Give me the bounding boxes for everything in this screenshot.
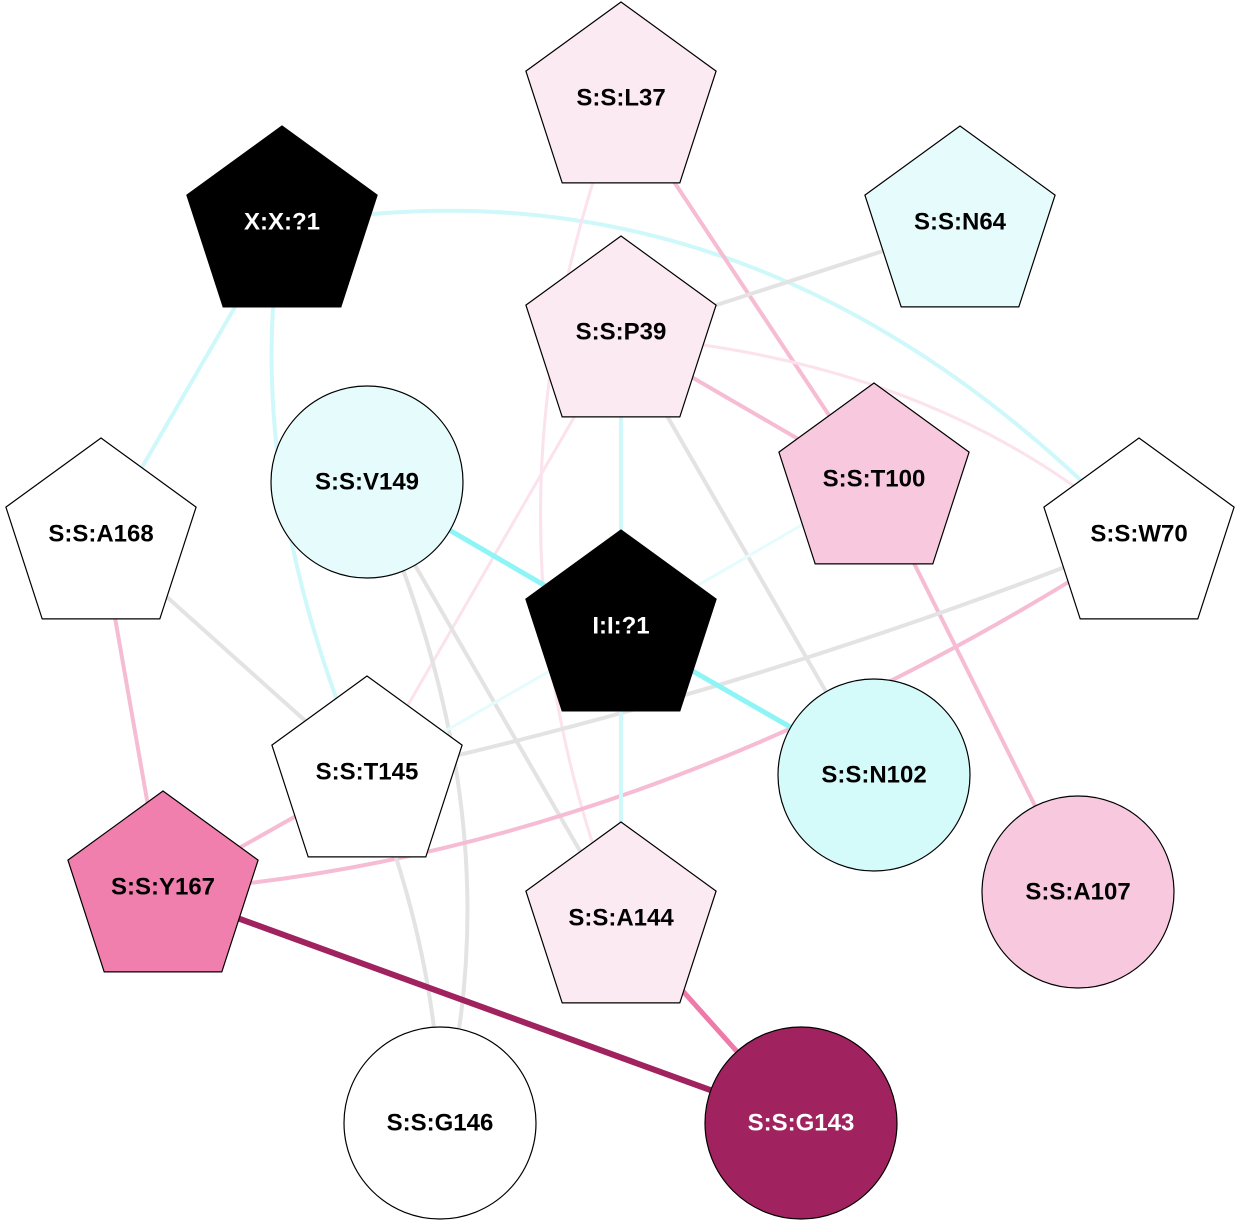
node-label: S:S:G143 bbox=[748, 1110, 855, 1137]
node-s-s-g143[interactable]: S:S:G143 bbox=[704, 1026, 898, 1220]
node-shape-circle bbox=[270, 385, 464, 579]
node-shape-circle bbox=[704, 1026, 898, 1220]
node-s-s-n102[interactable]: S:S:N102 bbox=[777, 678, 971, 872]
node-label: S:S:A107 bbox=[1025, 879, 1130, 906]
node-layer: S:S:L37 X:X:?1 S:S:N64 S:S:P39 S:S:V149 S:S:T… bbox=[5, 1, 1235, 1220]
node-s-s-v149[interactable]: S:S:V149 bbox=[270, 385, 464, 579]
edge-s-s-w70-to-s-s-y167 bbox=[161, 536, 1141, 893]
node-label: S:S:W70 bbox=[1090, 521, 1187, 548]
node-label: S:S:T100 bbox=[823, 466, 926, 493]
node-shape-circle bbox=[343, 1026, 537, 1220]
node-s-s-l37[interactable]: S:S:L37 bbox=[525, 1, 717, 184]
node-label: S:S:T145 bbox=[316, 759, 419, 786]
node-label: S:S:G146 bbox=[387, 1110, 494, 1137]
node-s-s-y167[interactable]: S:S:Y167 bbox=[67, 790, 259, 973]
node-shape-pentagon bbox=[271, 675, 463, 858]
node-shape-pentagon bbox=[864, 125, 1056, 308]
node-shape-pentagon bbox=[525, 235, 717, 418]
node-s-s-t145[interactable]: S:S:T145 bbox=[271, 675, 463, 858]
node-label: S:S:A144 bbox=[568, 905, 674, 932]
node-shape-pentagon bbox=[5, 437, 197, 620]
node-s-s-t100[interactable]: S:S:T100 bbox=[778, 382, 970, 565]
edge-s-s-l37-to-s-s-a144 bbox=[539, 100, 623, 924]
node-label: S:S:Y167 bbox=[111, 874, 215, 901]
node-label: S:S:V149 bbox=[315, 469, 419, 496]
node-shape-pentagon bbox=[525, 529, 717, 712]
node-label: S:S:A168 bbox=[48, 521, 153, 548]
node-x-x-1[interactable]: X:X:?1 bbox=[186, 125, 378, 308]
node-s-s-a107[interactable]: S:S:A107 bbox=[981, 795, 1175, 989]
edge-s-s-w70-to-s-s-t145 bbox=[365, 536, 1141, 778]
node-shape-pentagon bbox=[525, 1, 717, 184]
node-s-s-a144[interactable]: S:S:A144 bbox=[525, 821, 717, 1004]
node-shape-pentagon bbox=[186, 125, 378, 308]
node-s-s-n64[interactable]: S:S:N64 bbox=[864, 125, 1056, 308]
node-label: S:S:N102 bbox=[821, 762, 926, 789]
node-label: X:X:?1 bbox=[244, 209, 320, 236]
node-shape-circle bbox=[981, 795, 1175, 989]
node-s-s-a168[interactable]: S:S:A168 bbox=[5, 437, 197, 620]
node-shape-pentagon bbox=[778, 382, 970, 565]
node-label: S:S:P39 bbox=[576, 319, 667, 346]
node-s-s-g146[interactable]: S:S:G146 bbox=[343, 1026, 537, 1220]
node-i-i-1[interactable]: I:I:?1 bbox=[525, 529, 717, 712]
node-s-s-w70[interactable]: S:S:W70 bbox=[1043, 437, 1235, 620]
node-label: S:S:N64 bbox=[914, 209, 1007, 236]
node-label: S:S:L37 bbox=[576, 85, 665, 112]
node-shape-circle bbox=[777, 678, 971, 872]
node-shape-pentagon bbox=[525, 821, 717, 1004]
node-shape-pentagon bbox=[67, 790, 259, 973]
edge-s-s-y167-to-s-s-g143 bbox=[160, 888, 804, 1126]
edge-x-x-1-to-s-s-w70 bbox=[280, 208, 1141, 540]
node-s-s-p39[interactable]: S:S:P39 bbox=[525, 235, 717, 418]
node-label: I:I:?1 bbox=[592, 613, 649, 640]
node-shape-pentagon bbox=[1043, 437, 1235, 620]
